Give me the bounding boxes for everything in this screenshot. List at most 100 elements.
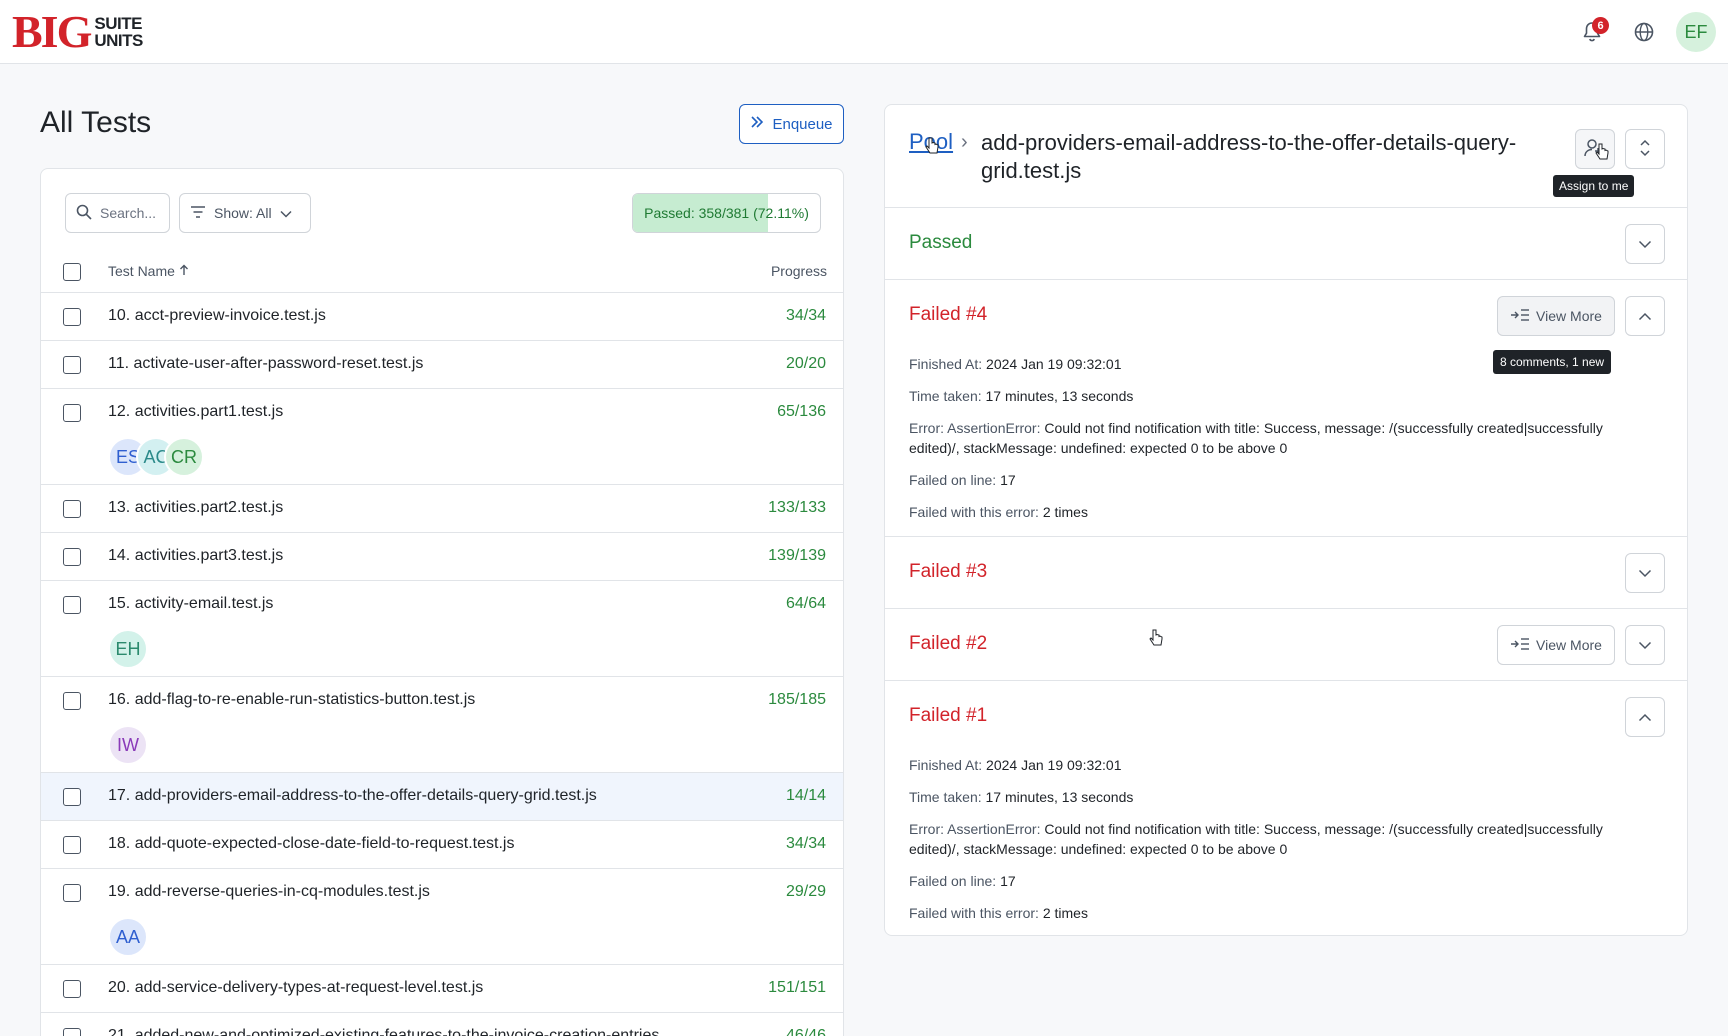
expand-section-button[interactable]: [1625, 553, 1665, 593]
row-test-name: 10. acct-preview-invoice.test.js: [108, 307, 326, 324]
row-checkbox[interactable]: [63, 596, 81, 614]
time-label: Time taken:: [909, 789, 982, 805]
chevron-down-icon: [1638, 638, 1652, 653]
enqueue-label: Enqueue: [772, 115, 833, 133]
collapse-all-button[interactable]: [1625, 129, 1665, 169]
run-section: Passed: [885, 208, 1687, 280]
row-checkbox[interactable]: [63, 836, 81, 854]
assignee-avatar[interactable]: ES: [108, 437, 148, 477]
line-label: Failed on line:: [909, 472, 997, 488]
row-test-name: 20. add-service-delivery-types-at-reques…: [108, 979, 484, 996]
run-details: Finished At: 2024 Jan 19 09:32:01 Time ta…: [909, 755, 1649, 935]
row-test-name: 14. activities.part3.test.js: [108, 547, 284, 564]
select-all-checkbox[interactable]: [63, 263, 81, 281]
count-value: 2 times: [1042, 905, 1088, 921]
run-title: Passed: [909, 232, 973, 253]
count-value: 2 times: [1042, 504, 1088, 520]
table-row[interactable]: 15. activity-email.test.js 64/64 EH: [41, 581, 843, 677]
collapse-section-button[interactable]: [1625, 697, 1665, 737]
view-more-button[interactable]: View More: [1497, 625, 1615, 665]
time-value: 17 minutes, 13 seconds: [985, 789, 1134, 805]
double-chevron-right-icon: [750, 115, 764, 133]
chevron-down-icon: [280, 205, 292, 221]
collapse-section-button[interactable]: [1625, 296, 1665, 336]
table-row[interactable]: 11. activate-user-after-password-reset.t…: [41, 341, 843, 389]
assignee-avatar[interactable]: EH: [108, 629, 148, 669]
table-row[interactable]: 12. activities.part1.test.js 65/136 ES AC CR: [41, 389, 843, 485]
row-test-name: 21. added-new-and-optimized-existing-fea…: [108, 1027, 660, 1036]
table-header: Test Name Progress: [41, 249, 843, 293]
error-label: Error: AssertionError:: [909, 821, 1041, 837]
time-label: Time taken:: [909, 388, 982, 404]
table-row[interactable]: 17. add-providers-email-address-to-the-o…: [41, 773, 843, 821]
row-progress: 14/14: [785, 787, 826, 804]
table-row[interactable]: 10. acct-preview-invoice.test.js 34/34: [41, 293, 843, 341]
test-detail-card: Pool › add-providers-email-address-to-th…: [884, 104, 1688, 936]
assignee-avatar[interactable]: CR: [164, 437, 204, 477]
row-checkbox[interactable]: [63, 980, 81, 998]
logo[interactable]: BIG SUITE UNITS: [12, 8, 143, 56]
row-checkbox[interactable]: [63, 884, 81, 902]
finished-label: Finished At:: [909, 356, 983, 372]
logo-big: BIG: [12, 6, 92, 57]
row-progress: 133/133: [768, 499, 826, 516]
enqueue-button[interactable]: Enqueue: [739, 104, 844, 144]
expand-section-button[interactable]: [1625, 625, 1665, 665]
assignee-avatars: ES AC CR: [108, 437, 204, 477]
row-test-name: 16. add-flag-to-re-enable-run-statistics…: [108, 691, 476, 708]
hand-cursor-icon: [925, 137, 939, 154]
row-checkbox[interactable]: [63, 1028, 81, 1036]
row-progress: 185/185: [768, 691, 826, 708]
row-checkbox[interactable]: [63, 548, 81, 566]
hand-cursor-icon: [1149, 629, 1163, 646]
table-row[interactable]: 14. activities.part3.test.js 139/139: [41, 533, 843, 581]
chevrons-up-down-icon: [1639, 138, 1651, 161]
run-title: Failed #3: [909, 561, 988, 582]
row-checkbox[interactable]: [63, 500, 81, 518]
table-row[interactable]: 18. add-quote-expected-close-date-field-…: [41, 821, 843, 869]
run-title: Failed #2: [909, 633, 988, 654]
row-progress: 29/29: [785, 883, 826, 900]
error-label: Error: AssertionError:: [909, 420, 1041, 436]
column-progress[interactable]: Progress: [770, 263, 827, 279]
view-more-button[interactable]: View More: [1497, 296, 1615, 336]
logo-top: SUITE: [94, 14, 142, 33]
expand-section-button[interactable]: [1625, 224, 1665, 264]
column-test-name[interactable]: Test Name: [108, 263, 189, 279]
row-checkbox[interactable]: [63, 308, 81, 326]
table-row[interactable]: 21. added-new-and-optimized-existing-fea…: [41, 1013, 843, 1036]
row-checkbox[interactable]: [63, 404, 81, 422]
show-filter-select[interactable]: Show: All: [179, 193, 311, 233]
table-row[interactable]: 16. add-flag-to-re-enable-run-statistics…: [41, 677, 843, 773]
chevron-up-icon: [1638, 309, 1652, 324]
row-checkbox[interactable]: [63, 356, 81, 374]
table-row[interactable]: 19. add-reverse-queries-in-cq-modules.te…: [41, 869, 843, 965]
search-placeholder: Search...: [100, 205, 157, 221]
comments-tooltip: 8 comments, 1 new: [1493, 350, 1612, 374]
user-avatar[interactable]: EF: [1676, 12, 1716, 52]
detail-header: Pool › add-providers-email-address-to-th…: [885, 105, 1687, 208]
search-input[interactable]: Search...: [65, 193, 170, 233]
row-test-name: 18. add-quote-expected-close-date-field-…: [108, 835, 515, 852]
row-test-name: 15. activity-email.test.js: [108, 595, 274, 612]
assignee-avatars: EH: [108, 629, 148, 669]
globe-icon[interactable]: [1628, 16, 1660, 48]
run-section: Failed #2 View More: [885, 609, 1687, 681]
assign-to-me-button[interactable]: [1575, 129, 1615, 169]
error-value: Could not find notification with title: …: [909, 420, 1603, 456]
assignee-avatar[interactable]: AA: [108, 917, 148, 957]
passed-summary-text: Passed: 358/381 (72.11%): [644, 205, 809, 221]
table-row[interactable]: 13. activities.part2.test.js 133/133: [41, 485, 843, 533]
filter-icon: [190, 205, 206, 222]
row-checkbox[interactable]: [63, 692, 81, 710]
row-checkbox[interactable]: [63, 788, 81, 806]
assignee-avatar[interactable]: IW: [108, 725, 148, 765]
run-section: Failed #4 View More 8 comments, 1 new Finis…: [885, 280, 1687, 537]
row-test-name: 17. add-providers-email-address-to-the-o…: [108, 787, 597, 804]
line-value: 17: [1000, 873, 1016, 889]
notification-badge: 6: [1592, 17, 1609, 34]
table-row[interactable]: 20. add-service-delivery-types-at-reques…: [41, 965, 843, 1013]
passed-summary: Passed: 358/381 (72.11%): [632, 193, 821, 233]
run-section: Failed #3: [885, 537, 1687, 609]
breadcrumb-separator: ›: [961, 131, 968, 153]
